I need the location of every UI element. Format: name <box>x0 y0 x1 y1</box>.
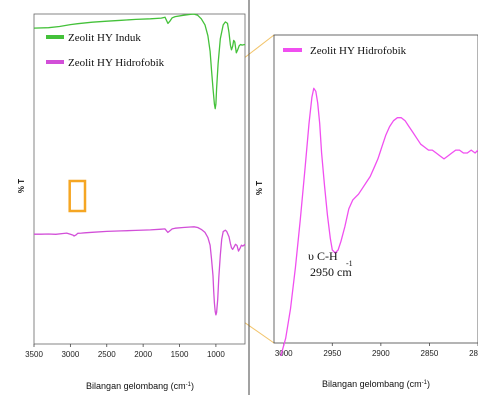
left-legend: Zeolit HY Induk Zeolit HY Hidrofobik <box>46 32 165 69</box>
zoom-inset-box <box>68 179 87 213</box>
right-panel: 3000 2950 2900 2850 2800 % T Bilangan gelomb… <box>255 34 478 389</box>
annotation-superscript: -1 <box>346 259 353 268</box>
peak-annotation: υ C-H -1 2950 cm <box>308 249 353 279</box>
left-series-group <box>33 13 246 316</box>
left-plot-frame <box>33 13 246 345</box>
left-series-line-1 <box>34 226 246 316</box>
left-x-axis-label: Bilangan gelombang (cm-1) <box>86 381 194 391</box>
right-x-tick-label: 2800 <box>469 349 478 358</box>
right-legend: Zeolit HY Hidrofobik <box>283 45 407 57</box>
right-x-tick-label: 3000 <box>275 349 293 358</box>
right-plot-frame <box>273 34 478 344</box>
right-x-tick-label: 2850 <box>421 349 439 358</box>
right-x-axis-label: Bilangan gelombang (cm-1) <box>322 379 430 389</box>
left-x-tick-label: 1500 <box>171 350 189 359</box>
legend-label-hidrofobik: Zeolit HY Hidrofobik <box>68 57 165 69</box>
left-x-tick-label: 2000 <box>134 350 152 359</box>
legend-label-hidrofobik-zoom: Zeolit HY Hidrofobik <box>310 45 407 57</box>
annotation-mode: υ C-H <box>308 249 338 263</box>
legend-label-induk: Zeolit HY Induk <box>68 32 141 44</box>
left-x-tick-label: 1000 <box>207 350 225 359</box>
left-x-tick-label: 3000 <box>61 350 79 359</box>
left-x-tick-label: 2500 <box>98 350 116 359</box>
left-x-ticks: 3500 3000 2500 2000 1500 1000 <box>25 344 225 359</box>
annotation-wavenumber: 2950 cm <box>310 265 352 279</box>
left-x-tick-label: 3500 <box>25 350 43 359</box>
right-series-group <box>280 87 478 357</box>
right-x-tick-label: 2950 <box>323 349 341 358</box>
left-series-line-0 <box>33 13 246 110</box>
right-y-axis-label: % T <box>255 181 264 195</box>
left-y-axis-label: % T <box>17 179 26 193</box>
right-x-ticks: 3000 2950 2900 2850 2800 <box>275 343 478 358</box>
right-x-tick-label: 2900 <box>372 349 390 358</box>
left-panel: 3500 3000 2500 2000 1500 1000 % T Bilangan ge… <box>17 13 246 391</box>
right-series-line-0 <box>280 87 478 357</box>
